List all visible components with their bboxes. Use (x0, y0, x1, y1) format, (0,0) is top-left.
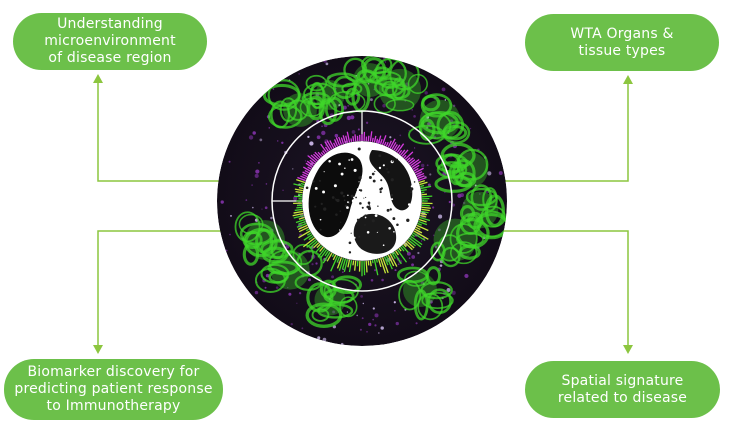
arrowhead-bottom-left (93, 345, 103, 354)
connector-top-right (497, 79, 629, 182)
inner-core (302, 141, 422, 261)
arrowhead-top-left (93, 74, 103, 83)
connector-bottom-left (97, 230, 224, 350)
label-microenvironment: Understanding microenvironment of diseas… (13, 13, 207, 70)
label-spatial-signature: Spatial signature related to disease (525, 361, 720, 418)
expression-spike-ring (292, 131, 433, 277)
connector-bottom-right (501, 230, 629, 350)
connector-top-left (97, 78, 230, 182)
label-biomarker-discovery: Biomarker discovery for predicting patie… (4, 359, 223, 420)
arrowhead-top-right (623, 75, 633, 84)
arrowhead-bottom-right (623, 345, 633, 354)
green-tissue-clusters (234, 56, 507, 328)
connector-lines (93, 74, 633, 354)
label-wta-organs: WTA Organs & tissue types (525, 14, 719, 71)
